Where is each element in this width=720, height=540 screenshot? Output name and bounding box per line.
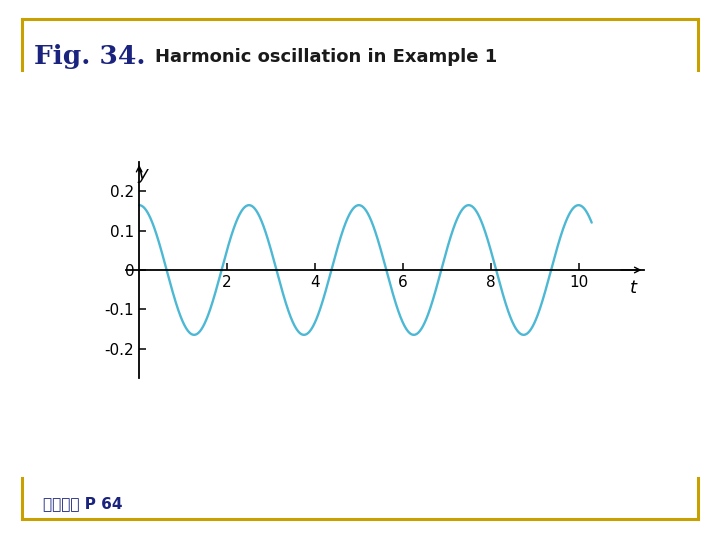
Text: 歐亞書局 P 64: 歐亞書局 P 64 bbox=[43, 496, 122, 511]
Text: t: t bbox=[630, 279, 636, 296]
Text: y: y bbox=[138, 165, 148, 183]
Text: Harmonic oscillation in Example 1: Harmonic oscillation in Example 1 bbox=[155, 48, 497, 66]
Text: Fig. 34.: Fig. 34. bbox=[34, 44, 145, 69]
